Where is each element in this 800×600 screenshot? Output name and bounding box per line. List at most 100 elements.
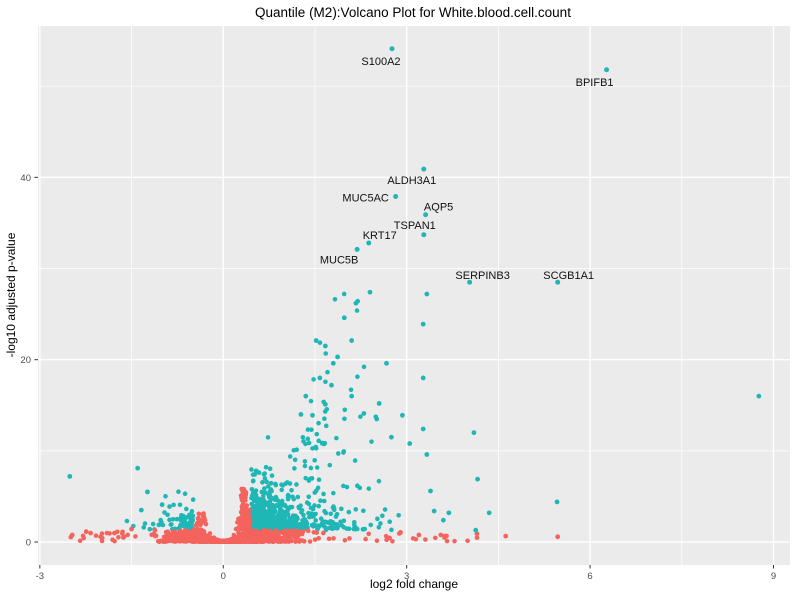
data-point bbox=[374, 538, 380, 544]
data-point bbox=[178, 523, 183, 528]
data-point bbox=[252, 490, 258, 496]
data-point bbox=[555, 534, 561, 540]
data-point bbox=[69, 532, 75, 538]
data-point bbox=[182, 539, 188, 544]
data-point bbox=[376, 401, 382, 406]
data-point bbox=[159, 502, 165, 508]
data-point bbox=[150, 521, 156, 527]
data-point bbox=[554, 499, 560, 505]
data-point bbox=[334, 435, 339, 441]
data-point bbox=[334, 522, 340, 527]
data-point bbox=[245, 526, 250, 532]
data-point bbox=[268, 520, 274, 526]
data-point bbox=[190, 497, 196, 502]
data-point bbox=[203, 521, 209, 527]
data-point bbox=[167, 517, 172, 523]
data-point bbox=[291, 447, 297, 453]
data-point bbox=[189, 509, 195, 514]
data-point bbox=[262, 471, 267, 476]
data-point bbox=[300, 518, 305, 523]
data-point bbox=[233, 526, 239, 532]
data-point bbox=[289, 517, 294, 523]
data-point bbox=[312, 503, 317, 508]
data-point bbox=[277, 516, 283, 522]
data-point bbox=[129, 526, 134, 532]
data-point bbox=[303, 393, 309, 399]
data-point bbox=[184, 506, 189, 512]
data-point bbox=[331, 536, 336, 541]
data-point bbox=[135, 465, 141, 471]
data-point bbox=[294, 482, 299, 487]
data-point bbox=[222, 539, 228, 545]
data-point bbox=[347, 536, 352, 541]
data-point bbox=[93, 533, 99, 538]
data-point bbox=[475, 476, 480, 482]
data-point bbox=[316, 503, 322, 509]
data-point bbox=[273, 481, 278, 487]
data-point bbox=[202, 532, 208, 538]
data-point bbox=[312, 458, 317, 463]
data-point bbox=[195, 520, 200, 526]
data-point bbox=[327, 521, 333, 526]
data-point bbox=[201, 538, 207, 543]
data-point bbox=[322, 416, 327, 422]
data-point bbox=[378, 521, 383, 526]
axis-tick-marks bbox=[34, 176, 774, 569]
data-point bbox=[323, 510, 329, 516]
data-point bbox=[294, 515, 300, 520]
data-point bbox=[272, 496, 278, 502]
data-point bbox=[241, 492, 247, 498]
data-point bbox=[279, 487, 285, 493]
data-point bbox=[312, 537, 318, 542]
data-point bbox=[295, 494, 301, 500]
data-point bbox=[250, 478, 256, 484]
data-point bbox=[352, 522, 357, 528]
data-point bbox=[147, 526, 153, 532]
data-point bbox=[306, 494, 312, 500]
data-point bbox=[452, 538, 457, 544]
data-point bbox=[316, 438, 322, 444]
data-point bbox=[314, 465, 320, 470]
data-point bbox=[432, 535, 438, 541]
data-point bbox=[167, 504, 172, 509]
data-point bbox=[174, 516, 180, 522]
data-point bbox=[236, 538, 242, 543]
data-point bbox=[390, 538, 395, 544]
gene-label-MUC5AC: MUC5AC bbox=[342, 192, 389, 204]
data-point bbox=[320, 522, 326, 528]
data-point bbox=[309, 427, 314, 432]
data-point bbox=[254, 497, 260, 502]
data-point bbox=[265, 435, 271, 440]
x-tick-label: -3 bbox=[36, 571, 44, 582]
data-point bbox=[256, 470, 262, 475]
data-point bbox=[420, 321, 426, 327]
data-point bbox=[380, 513, 385, 519]
data-point bbox=[341, 315, 347, 321]
data-point bbox=[296, 525, 302, 530]
data-point bbox=[393, 193, 399, 199]
data-point bbox=[121, 535, 126, 540]
data-point bbox=[312, 490, 318, 495]
data-point bbox=[104, 530, 110, 536]
data-point bbox=[316, 477, 322, 483]
data-point bbox=[267, 535, 272, 540]
data-point bbox=[191, 527, 197, 532]
data-point bbox=[332, 296, 338, 302]
data-point bbox=[323, 351, 329, 356]
data-point bbox=[363, 536, 368, 542]
data-point bbox=[263, 464, 269, 470]
data-point bbox=[321, 491, 326, 497]
data-point bbox=[287, 454, 293, 459]
gridlines bbox=[38, 26, 790, 565]
data-point bbox=[280, 483, 286, 488]
data-point bbox=[348, 387, 354, 393]
gene-label-SCGB1A1: SCGB1A1 bbox=[543, 270, 594, 282]
data-point bbox=[375, 516, 380, 522]
data-point bbox=[300, 525, 305, 530]
data-point bbox=[302, 463, 308, 469]
data-point bbox=[387, 535, 392, 541]
data-point bbox=[503, 533, 509, 539]
data-point bbox=[188, 537, 194, 543]
data-point bbox=[265, 502, 271, 508]
data-point bbox=[555, 279, 561, 285]
